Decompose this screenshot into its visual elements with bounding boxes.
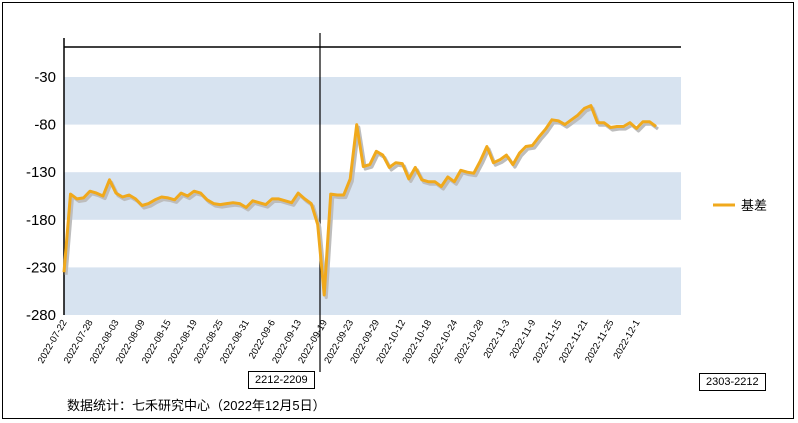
legend: 基差	[713, 198, 767, 213]
series-shadow-line	[64, 106, 659, 300]
contract-label: 2303-2212	[699, 373, 766, 391]
data-source-note: 数据统计：七禾研究中心（2022年12月5日）	[67, 398, 326, 413]
grid-band-3	[64, 267, 681, 315]
legend-label: 基差	[741, 198, 767, 213]
chart-frame	[2, 2, 794, 419]
series-line-basis	[62, 104, 657, 297]
y-tick-label: -130	[26, 164, 56, 181]
y-tick-label: -180	[26, 212, 56, 229]
y-tick-label: -30	[34, 69, 56, 86]
grid-band-2	[64, 172, 681, 220]
y-tick-label: -80	[34, 117, 56, 134]
roll-marker-label: 2212-2209	[248, 371, 315, 389]
grid-band-1	[64, 77, 681, 125]
y-tick-label: -280	[26, 307, 56, 324]
x-tick-label: 2022-12-1	[611, 318, 642, 361]
y-tick-label: -230	[26, 259, 56, 276]
